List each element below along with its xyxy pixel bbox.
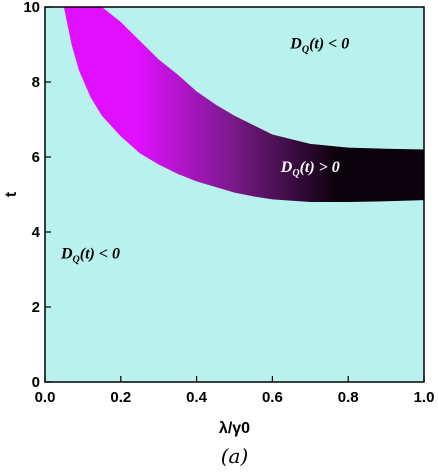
x-tick-label: 0.0	[35, 389, 56, 406]
x-tick-label: 0.6	[262, 389, 283, 406]
plot-frame	[44, 6, 425, 383]
y-tick-label: 6	[32, 149, 40, 166]
region-label-sub: Q	[302, 44, 309, 55]
y-axis-label: t	[3, 191, 20, 197]
x-tick-label: 0.8	[338, 389, 359, 406]
region-label-rest: (t) < 0	[80, 245, 120, 262]
x-axis-label: λ/γ0	[219, 420, 250, 437]
region-label: DQ(t) < 0	[60, 245, 120, 265]
y-axis-ticks: 0 2 4 6 8 10	[23, 0, 51, 391]
x-axis-ticks: 0.0 0.2 0.4 0.6 0.8 1.0	[35, 376, 435, 406]
region-label: DQ(t) < 0	[289, 35, 349, 55]
region-label-rest: (t) > 0	[300, 159, 340, 176]
y-tick-label: 4	[32, 224, 41, 241]
positive-region-band	[63, 7, 424, 202]
y-tick-label: 2	[32, 299, 40, 316]
x-tick-label: 0.4	[186, 389, 208, 406]
region-label: DQ(t) > 0	[280, 159, 340, 179]
y-tick-label: 8	[32, 74, 40, 91]
region-label-rest: (t) < 0	[309, 35, 349, 52]
x-tick-label: 1.0	[414, 389, 435, 406]
x-tick-label: 0.2	[110, 389, 131, 406]
region-label-sub: Q	[73, 254, 80, 265]
figure-caption: (a)	[221, 444, 249, 468]
y-tick-label: 0	[32, 374, 40, 391]
y-tick-label: 10	[23, 0, 40, 16]
region-label-main: D	[60, 245, 73, 262]
region-label-sub: Q	[292, 168, 299, 179]
region-annotations: DQ(t) < 0DQ(t) > 0DQ(t) < 0	[60, 35, 349, 265]
region-label-main: D	[289, 35, 302, 52]
region-label-main: D	[280, 159, 293, 176]
